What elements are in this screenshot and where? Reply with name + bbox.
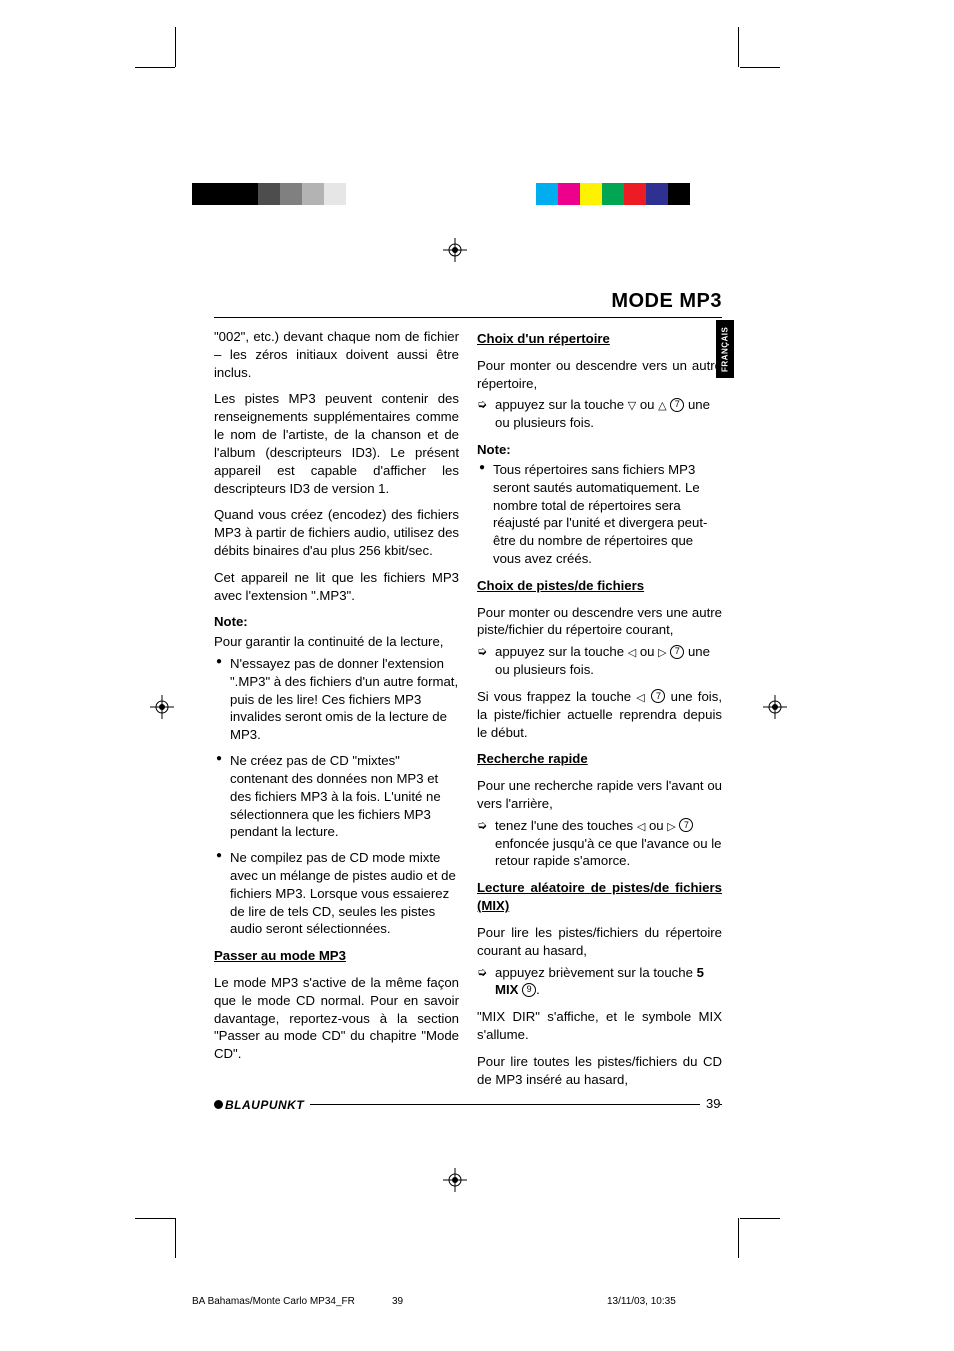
bullet-list: Tous répertoires sans fichiers MP3 seron… bbox=[477, 461, 722, 568]
instruction-item: appuyez sur la touche ◁ ou ▷ 7 une ou pl… bbox=[477, 643, 722, 679]
list-item: Tous répertoires sans fichiers MP3 seron… bbox=[477, 461, 722, 568]
instruction-item: tenez l'une des touches ◁ ou ▷ 7 enfoncé… bbox=[477, 817, 722, 870]
body-text: Pour lire les pistes/fichiers du réperto… bbox=[477, 924, 722, 960]
registration-mark-icon bbox=[150, 695, 174, 719]
right-column: Choix d'un répertoire Pour monter ou des… bbox=[477, 328, 722, 1097]
body-text: Les pistes MP3 peuvent contenir des rens… bbox=[214, 390, 459, 497]
bullet-list: N'essayez pas de donner l'extension ".MP… bbox=[214, 655, 459, 938]
page-number: 39 bbox=[700, 1096, 720, 1111]
key-ref-icon: 9 bbox=[522, 983, 536, 997]
key-ref-icon: 7 bbox=[670, 645, 684, 659]
page-content: MODE MP3 "002", etc.) devant chaque nom … bbox=[214, 290, 722, 1097]
section-heading: Recherche rapide bbox=[477, 750, 722, 768]
key-ref-icon: 7 bbox=[651, 689, 665, 703]
list-item: Ne créez pas de CD "mixtes" contenant de… bbox=[214, 752, 459, 841]
registration-mark-icon bbox=[763, 695, 787, 719]
crop-mark bbox=[740, 67, 780, 68]
crop-mark bbox=[135, 67, 175, 68]
crop-mark bbox=[738, 1218, 739, 1258]
imprint-page: 39 bbox=[392, 1296, 607, 1307]
body-text: "MIX DIR" s'affiche, et le symbole MIX s… bbox=[477, 1008, 722, 1044]
note-heading: Note: bbox=[477, 441, 722, 459]
instruction-item: appuyez sur la touche ▽ ou △ 7 une ou pl… bbox=[477, 396, 722, 432]
registration-mark-icon bbox=[443, 238, 467, 262]
triangle-up-icon: △ bbox=[658, 400, 666, 412]
left-column: "002", etc.) devant chaque nom de fichie… bbox=[214, 328, 459, 1097]
body-text: Pour garantir la continuité de la lectur… bbox=[214, 633, 459, 651]
body-text: "002", etc.) devant chaque nom de fichie… bbox=[214, 328, 459, 381]
list-item: N'essayez pas de donner l'extension ".MP… bbox=[214, 655, 459, 744]
triangle-right-icon: ▷ bbox=[667, 821, 675, 833]
note-heading: Note: bbox=[214, 613, 459, 631]
imprint-line: BA Bahamas/Monte Carlo MP34_FR 39 13/11/… bbox=[192, 1296, 732, 1307]
triangle-left-icon: ◁ bbox=[636, 692, 646, 704]
color-bar-grayscale bbox=[192, 183, 368, 205]
body-text: Pour une recherche rapide vers l'avant o… bbox=[477, 777, 722, 813]
body-text: Quand vous créez (encodez) des fichiers … bbox=[214, 506, 459, 559]
key-ref-icon: 7 bbox=[679, 818, 693, 832]
crop-mark bbox=[738, 27, 739, 67]
body-text: Si vous frappez la touche ◁ 7 une fois, … bbox=[477, 688, 722, 741]
registration-mark-icon bbox=[443, 1168, 467, 1192]
header-rule bbox=[214, 317, 722, 318]
imprint-doc: BA Bahamas/Monte Carlo MP34_FR bbox=[192, 1296, 392, 1307]
triangle-right-icon: ▷ bbox=[658, 647, 666, 659]
triangle-down-icon: ▽ bbox=[628, 400, 636, 412]
section-heading: Lecture aléatoire de pistes/de fichiers … bbox=[477, 879, 722, 915]
page-title: MODE MP3 bbox=[214, 290, 722, 313]
key-ref-icon: 7 bbox=[670, 398, 684, 412]
section-heading: Choix d'un répertoire bbox=[477, 330, 722, 348]
section-heading: Choix de pistes/de fichiers bbox=[477, 577, 722, 595]
color-bar-process bbox=[514, 183, 690, 205]
section-heading: Passer au mode MP3 bbox=[214, 947, 459, 965]
crop-mark bbox=[175, 1218, 176, 1258]
body-text: Pour lire toutes les pistes/fichiers du … bbox=[477, 1053, 722, 1089]
crop-mark bbox=[740, 1218, 780, 1219]
triangle-left-icon: ◁ bbox=[628, 647, 636, 659]
imprint-date: 13/11/03, 10:35 bbox=[607, 1296, 732, 1307]
brand-logo: BLAUPUNKT bbox=[214, 1098, 310, 1112]
body-text: Cet appareil ne lit que les fichiers MP3… bbox=[214, 569, 459, 605]
body-text: Pour monter ou descendre vers un autre r… bbox=[477, 357, 722, 393]
body-text: Pour monter ou descendre vers une autre … bbox=[477, 604, 722, 640]
list-item: Ne compilez pas de CD mode mixte avec un… bbox=[214, 849, 459, 938]
crop-mark bbox=[135, 1218, 175, 1219]
instruction-item: appuyez brièvement sur la touche 5 MIX 9… bbox=[477, 964, 722, 1000]
body-text: Le mode MP3 s'active de la même façon qu… bbox=[214, 974, 459, 1063]
logo-dot-icon bbox=[214, 1100, 223, 1109]
crop-mark bbox=[175, 27, 176, 67]
